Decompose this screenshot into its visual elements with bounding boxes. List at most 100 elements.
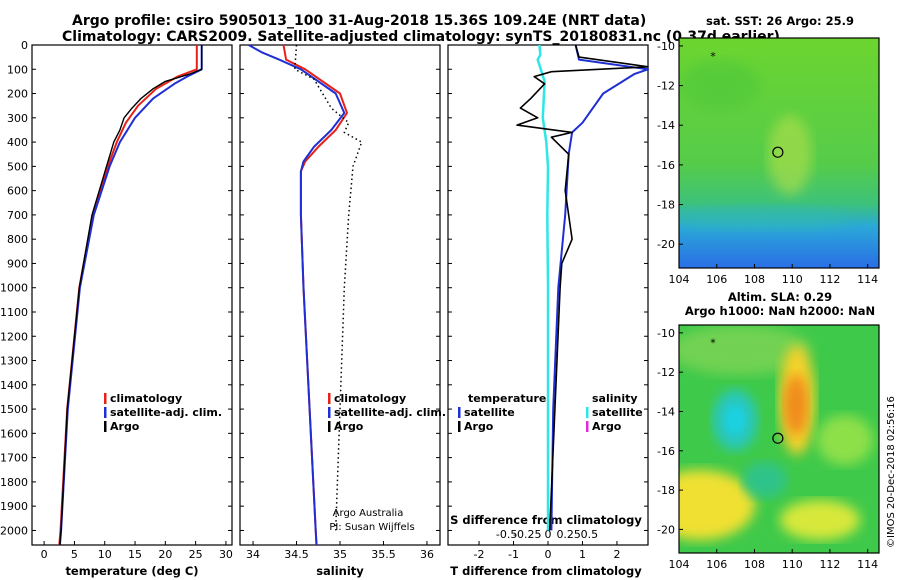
x-tick-label: 34.5 [284,548,309,561]
t-difference-argo-line [516,44,649,531]
sla-high-east [817,415,873,465]
x-tick-label: -1 [508,548,519,561]
map-x-tick-label: 112 [819,273,840,286]
legend-swatch [104,407,107,418]
sst-cool-patch [680,60,760,110]
sst-front [679,206,850,230]
sla-high-south [780,500,860,540]
s-difference-axis-label: S difference from climatology [450,513,642,527]
map-x-tick-label: 106 [706,273,727,286]
figure-subtitle: Climatology: CARS2009. Satellite-adjuste… [62,29,780,45]
legend-swatch [328,407,331,418]
salinity-climatology-line [282,44,348,546]
s-tick-label: 0 [545,528,552,541]
credit-line-1: Argo Australia [333,508,404,519]
depth-tick-label: 1800 [0,476,28,489]
map-y-tick-label: -12 [657,366,675,379]
temperature-satellite-line [58,45,203,546]
s-tick-label: 0.5 [581,528,599,541]
sla-map [678,324,880,554]
x-tick-label: 25 [189,548,203,561]
chart-marks: 0100200300400500600700800900100011001200… [0,39,878,571]
depth-tick-label: 600 [7,185,28,198]
t-difference-satellite-line [550,44,649,531]
map-x-tick-label: 106 [706,558,727,571]
sla-low-south [743,462,787,498]
depth-tick-label: 1900 [0,500,28,513]
argo-position-marker [772,146,784,158]
sla-high-southwest [679,470,755,540]
map-x-tick-label: 112 [819,558,840,571]
map-y-tick-label: -14 [657,405,675,418]
depth-tick-label: 1700 [0,452,28,465]
x-tick-label: 0 [545,548,552,561]
salinity-axis-label: salinity [316,564,364,578]
legend-swatch [586,407,589,418]
sst-map-title: sat. SST: 26 Argo: 25.9 [706,14,854,28]
legend-label: Argo [110,420,140,433]
depth-tick-label: 900 [7,257,28,270]
depth-tick-label: 100 [7,63,28,76]
legend-swatch [104,421,107,432]
depth-tick-label: 400 [7,136,28,149]
argo-position-marker [772,432,784,444]
credit-line-2: PI: Susan Wijffels [329,522,414,533]
depth-tick-label: 1200 [0,330,28,343]
map-y-tick-label: -12 [657,80,675,93]
map-y-tick-label: -14 [657,119,675,132]
x-tick-label: 35.5 [371,548,396,561]
legend-swatch [104,393,107,404]
sla-high-north [679,325,810,375]
x-tick-label: 35 [333,548,347,561]
map-x-tick-label: 110 [782,273,803,286]
legend-swatch [328,393,331,404]
copyright: ©IMOS 20-Dec-2018 02:56:16 [886,396,897,548]
legend-label: satellite-adj. clim. [334,406,446,419]
map-x-tick-label: 110 [782,558,803,571]
legend-label: satellite [464,406,515,419]
x-tick-label: 36 [420,548,434,561]
map-x-tick-label: 104 [669,558,690,571]
map-x-tick-label: 108 [744,558,765,571]
map-y-tick-label: -10 [657,327,675,340]
temperature-argo-line [59,45,203,546]
legend-label: Argo [592,420,622,433]
depth-tick-label: 1100 [0,306,28,319]
map-y-tick-label: -20 [657,523,675,536]
sla-high-core [784,375,808,435]
temperature-axis-label: temperature (deg C) [65,564,198,578]
map-x-tick-label: 108 [744,273,765,286]
map-y-tick-label: -16 [657,445,675,458]
legend-label: climatology [110,392,182,405]
t-difference-axis-label: T difference from climatology [450,564,642,578]
s-tick-label: -0.25 [513,528,541,541]
s-tick-label: 0.25 [556,528,581,541]
sla-low-core [725,406,745,434]
legend-title-salinity: salinity [592,392,638,405]
sla-map-subtitle: Argo h1000: NaN h2000: NaN [685,304,875,318]
x-tick-label: 5 [71,548,78,561]
map-y-tick-label: -20 [657,238,675,251]
legend-label: satellite [592,406,643,419]
legend-label: satellite-adj. clim. [110,406,222,419]
sst-map-frame [678,37,880,269]
x-tick-label: 10 [98,548,112,561]
star-marker: * [710,337,716,350]
x-tick-label: 1 [579,548,586,561]
salinity-argo-line [294,44,363,531]
depth-tick-label: 200 [7,88,28,101]
map-y-tick-label: -16 [657,159,675,172]
x-tick-label: -2 [474,548,485,561]
s-tick-label: -0.5 [496,528,517,541]
legend-title-temperature: temperature [468,392,546,405]
depth-tick-label: 1300 [0,355,28,368]
salinity-satellite-line [248,44,346,546]
map-y-tick-label: -18 [657,484,675,497]
x-tick-label: 20 [158,548,172,561]
s-difference-satellite-line [536,44,550,531]
legend-swatch [586,421,589,432]
x-tick-label: 15 [128,548,142,561]
depth-tick-label: 300 [7,112,28,125]
sla-map-frame [678,324,880,554]
